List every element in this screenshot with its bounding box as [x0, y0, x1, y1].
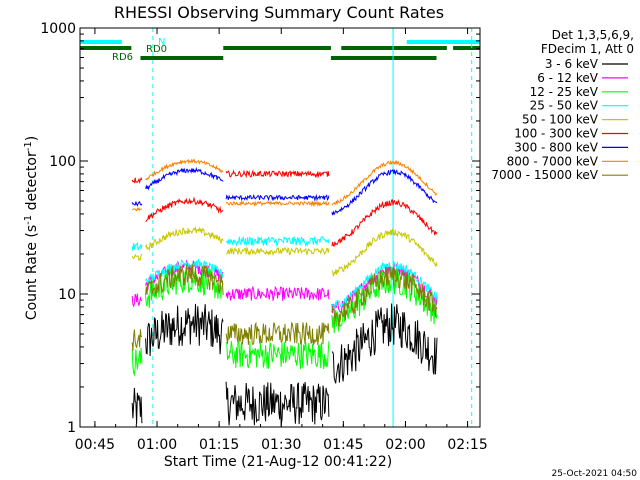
x-tick-label-4: 01:45 [323, 437, 363, 453]
x-tick-label-3: 01:30 [261, 437, 301, 453]
y-tick-label-1: 10 [58, 287, 76, 303]
series-line-8 [131, 264, 438, 351]
legend-label-1: 6 - 12 keV [537, 71, 599, 85]
series-line-3 [131, 235, 438, 309]
x-tick-label-0: 00:45 [75, 437, 115, 453]
x-tick-label-6: 02:15 [447, 437, 487, 453]
x-axis-ticks: 00:45 01:00 01:15 01:30 01:45 02:00 02:15 [75, 28, 488, 453]
x-tick-label-1: 01:00 [137, 437, 177, 453]
legend-label-3: 25 - 50 keV [530, 99, 599, 113]
plot-frame [79, 27, 481, 428]
legend-label-6: 300 - 800 keV [514, 140, 598, 154]
chart-title: RHESSI Observing Summary Count Rates [114, 3, 444, 22]
series-lines [131, 158, 438, 426]
legend-label-4: 50 - 100 keV [522, 113, 599, 127]
x-axis-label: Start Time (21-Aug-12 00:41:22) [164, 454, 392, 470]
y-axis-label: Count Rate (s-1 detector-1) [23, 136, 40, 320]
footer-date: 25-Oct-2021 04:50 [552, 469, 638, 479]
series-line-5 [131, 169, 438, 247]
legend-label-5: 100 - 300 keV [514, 127, 598, 141]
flag-label-rd6: RD6 [112, 52, 133, 63]
y-axis-ticks: 1 10 100 1000 [40, 21, 480, 436]
y-tick-label-2: 100 [49, 154, 76, 170]
series-line-7 [132, 158, 438, 212]
series-line-6 [131, 166, 438, 216]
legend-header-2: FDecim 1, Att 0 [541, 42, 634, 56]
y-tick-label-3: 1000 [40, 21, 76, 37]
legend-label-0: 3 - 6 keV [545, 57, 599, 71]
x-tick-label-2: 01:15 [199, 437, 239, 453]
series-line-0 [131, 303, 438, 426]
series-line-2 [131, 266, 438, 377]
series-line-4 [131, 225, 438, 277]
y-tick-label-0: 1 [67, 420, 76, 436]
legend: Det 1,3,5,6,9, FDecim 1, Att 0 3 - 6 keV… [491, 28, 634, 182]
legend-header-1: Det 1,3,5,6,9, [552, 28, 634, 42]
flag-label-rd0: RD0 [146, 44, 167, 55]
flag-label-n: N [158, 37, 165, 48]
legend-label-2: 12 - 25 keV [530, 85, 599, 99]
legend-label-8: 7000 - 15000 keV [491, 168, 598, 182]
x-tick-label-5: 02:00 [385, 437, 425, 453]
legend-label-7: 800 - 7000 keV [507, 154, 599, 168]
